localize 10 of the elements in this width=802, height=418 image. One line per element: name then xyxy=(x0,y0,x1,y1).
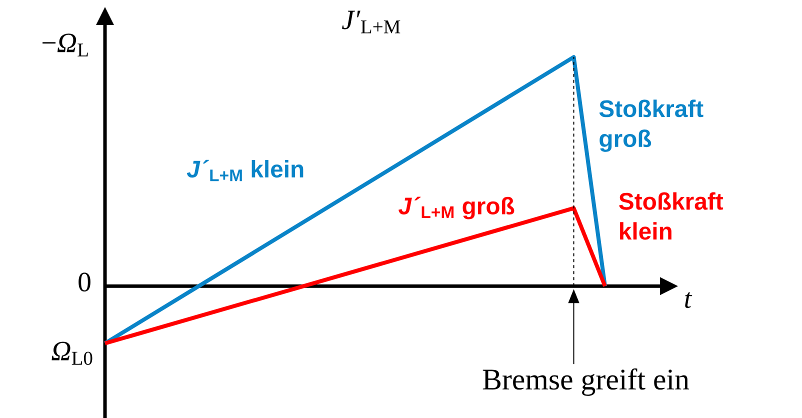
annotation: Ω$_{L0}$ xyxy=(52,342,92,365)
text: Bremse greift ein xyxy=(482,368,690,396)
annotation: 0 xyxy=(78,272,90,292)
annotation: Stoßkraft klein xyxy=(619,192,724,240)
x-axis-title: t xyxy=(685,292,692,308)
text: J′$_{L+M}$ xyxy=(342,10,400,34)
y-axis-title: −Ω$_{L}$ xyxy=(42,34,88,56)
series-label: J´$_{L+M}$ groß xyxy=(398,196,514,220)
annotation: Stoßkraft groß xyxy=(599,100,704,152)
series-label: J´$_{L+M}$ klein xyxy=(186,160,304,182)
